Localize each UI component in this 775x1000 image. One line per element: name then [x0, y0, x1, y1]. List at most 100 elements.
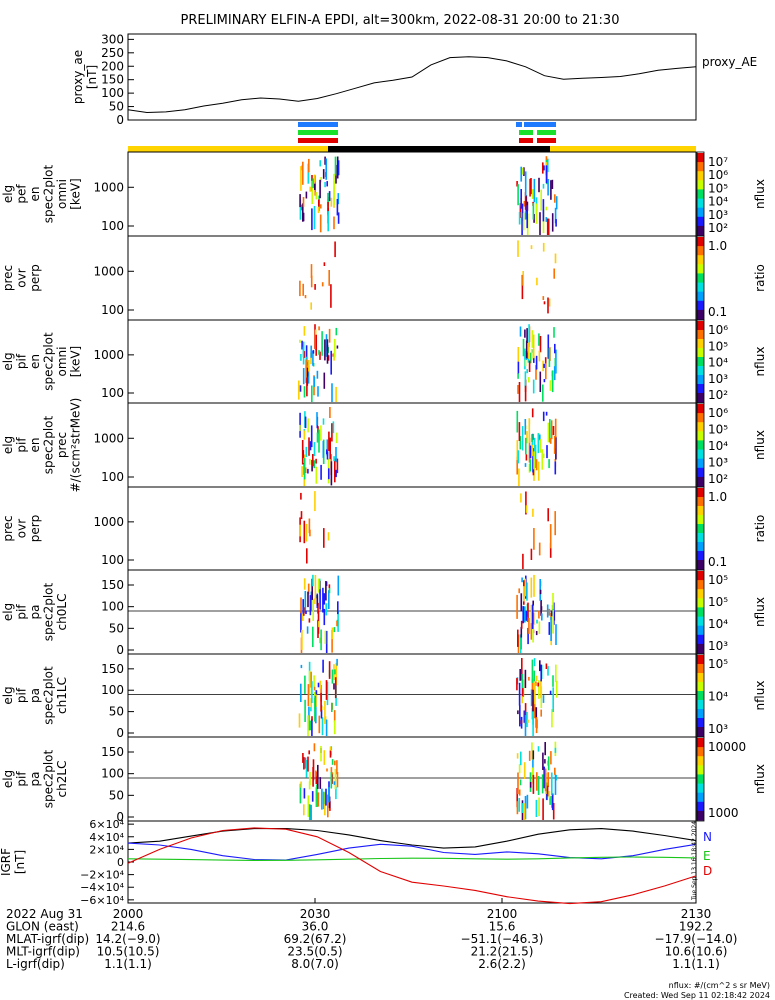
spectrogram-streak — [535, 717, 538, 734]
colorbar-band — [697, 747, 704, 757]
spectrogram-streak — [308, 750, 310, 755]
colorbar-band — [697, 643, 704, 654]
ae-ytick-label-2: 200 — [101, 59, 124, 73]
spectrogram-streak — [320, 425, 322, 441]
spectrogram-streak — [547, 218, 550, 235]
spectrogram-streak — [337, 601, 339, 615]
spectrogram-streak — [316, 412, 318, 426]
spectrogram-streak — [335, 447, 337, 463]
spectrogram-streak — [517, 450, 520, 464]
spectrogram-streak — [542, 199, 545, 222]
spectrogram-streak — [301, 629, 303, 650]
spectrogram-streak — [333, 710, 336, 723]
spectrogram-streak — [327, 355, 330, 361]
blue-bar-1 — [298, 122, 338, 127]
spectrogram-streak — [333, 664, 335, 680]
spectrogram-streak — [528, 618, 530, 634]
colorbar-band — [697, 488, 704, 498]
spectrogram-streak — [519, 326, 522, 337]
spectrogram-streak — [318, 350, 320, 355]
spectrogram-streak — [335, 469, 337, 478]
colorbar-label: 10⁶ — [708, 323, 728, 337]
panel-frame — [127, 319, 697, 404]
spectrogram-streak — [325, 719, 328, 736]
spectrogram-streak — [301, 440, 304, 465]
spectrogram-streak — [524, 606, 526, 623]
panel-frame — [127, 653, 697, 738]
spectrogram-streak — [308, 437, 310, 456]
spectrogram-streak — [309, 186, 311, 192]
spectrogram-streak — [325, 788, 327, 806]
spectrogram-streak — [545, 411, 548, 416]
spectrogram-streak — [313, 460, 315, 469]
panel-frame — [127, 736, 697, 822]
spectrogram-streak — [526, 328, 528, 343]
spectrogram-streak — [303, 788, 306, 799]
proxy-ae-ylabel-1: proxy_ae — [71, 50, 85, 104]
blue-bar-2b — [524, 122, 556, 127]
spectrogram-streak — [516, 456, 518, 475]
colorbar-band — [697, 467, 704, 478]
spectrogram-streak — [321, 717, 324, 736]
spectrogram-streak — [519, 669, 521, 681]
spectrogram-streak — [517, 385, 519, 394]
spectrogram-streak — [336, 345, 339, 349]
spectrogram-streak — [317, 426, 319, 434]
colorbar-frame — [696, 736, 705, 822]
spectrogram-streak — [331, 669, 334, 684]
colorbar-label: 10⁴ — [708, 617, 728, 631]
spectrogram-streak — [532, 448, 534, 473]
colorbar-band — [697, 162, 704, 172]
colorbar-label: 0.1 — [708, 305, 727, 319]
spectrogram-streak — [542, 384, 544, 402]
spectrogram-streak — [312, 626, 314, 648]
spectrogram-streak — [305, 760, 308, 778]
spectrogram-streak — [327, 211, 329, 232]
spectrogram-streak — [304, 416, 307, 429]
spectrogram-streak — [302, 197, 305, 207]
footer-row-label: 2022 Aug 31 — [6, 907, 83, 921]
panel-3: elg pif en spec2plot prec #/(scm²strMeV) 1000 1… — [1, 398, 767, 493]
spectrogram-streak — [304, 675, 306, 694]
spectrogram-streak — [517, 347, 520, 363]
colorbar-label: 10³ — [708, 456, 728, 470]
spectrogram-streak — [531, 408, 534, 418]
spectrogram-streak — [336, 156, 339, 179]
colorbar-band — [697, 625, 704, 636]
spectrogram-streak — [551, 772, 553, 796]
spectrogram-streak — [336, 658, 338, 666]
spectrogram-streak — [334, 669, 336, 675]
colorbar-label: 10³ — [708, 639, 728, 653]
colorbar-band — [697, 357, 704, 367]
spectrogram-streak — [542, 752, 544, 770]
spectrogram-streak — [308, 158, 310, 173]
colorbar-title: ratio — [753, 515, 767, 543]
spectrogram-streak — [524, 669, 527, 688]
spectrogram-streak — [318, 326, 320, 331]
spectrogram-streak — [538, 350, 541, 362]
ae-ytick-label-6: 0 — [116, 113, 124, 127]
footer-value: 2100 — [487, 907, 518, 921]
spectrogram-streak — [312, 574, 314, 587]
spectrogram-streak — [302, 613, 304, 621]
panel-ylabel-line: spec2plot — [42, 749, 56, 808]
ae-ytick-label-5: 50 — [109, 100, 124, 114]
spectrogram-streak — [307, 468, 309, 474]
footer-value: 21.2(21.5) — [471, 945, 534, 959]
panel-ytick-label: 50 — [109, 788, 124, 802]
spectrogram-streak — [307, 163, 310, 184]
spectrogram-streak — [337, 160, 340, 176]
spectrogram-streak — [555, 624, 557, 645]
spectrogram-streak — [523, 803, 526, 820]
panel-ylabel-line: spec2plot — [42, 582, 56, 641]
spectrogram-streak — [547, 179, 549, 196]
spectrogram-streak — [554, 511, 556, 536]
spectrogram-streak — [553, 447, 556, 454]
spectrogram-streak — [533, 437, 536, 460]
spectrogram-streak — [303, 386, 306, 398]
colorbar-band — [697, 282, 704, 293]
spectrogram-streak — [527, 627, 529, 645]
colorbar-band — [697, 291, 704, 302]
colorbar-label: 10⁵ — [708, 339, 728, 353]
